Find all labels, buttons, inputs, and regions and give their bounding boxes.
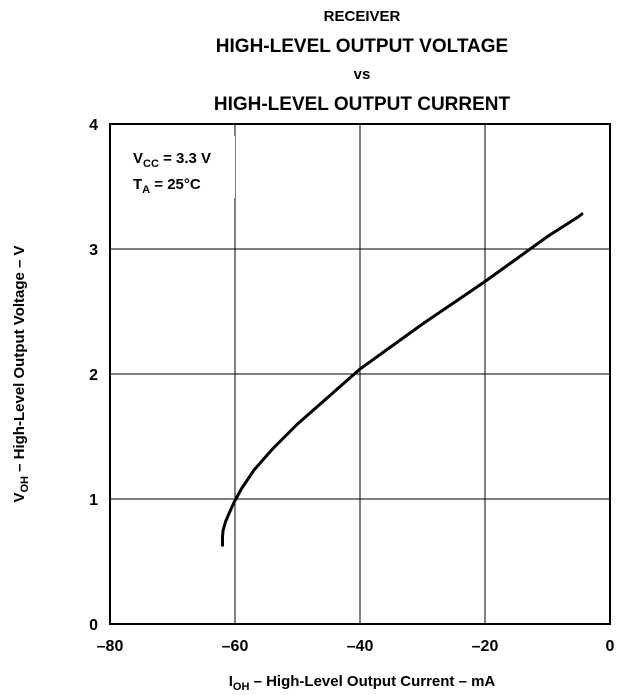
series-line-0	[221, 212, 584, 547]
condition-vcc: VCC = 3.3 V	[133, 150, 211, 170]
series	[221, 212, 584, 547]
y-axis-label: VOH – High-Level Output Voltage – V	[11, 245, 31, 502]
y-tick-label-0: 0	[89, 617, 98, 634]
chart-title-line-3: vs	[354, 66, 371, 83]
x-axis-label: IOH – High-Level Output Current – mA	[229, 673, 496, 693]
x-tick-label-0: –80	[97, 638, 124, 655]
x-tick-label-3: –20	[472, 638, 499, 655]
chart-title-line-4: HIGH-LEVEL OUTPUT CURRENT	[214, 94, 511, 115]
y-tick-label-1: 1	[89, 492, 98, 509]
grid	[110, 124, 610, 624]
x-tick-label-1: –60	[222, 638, 249, 655]
x-tick-label-2: –40	[347, 638, 374, 655]
y-tick-label-2: 2	[89, 367, 98, 384]
chart-title-line-1: RECEIVER	[324, 8, 401, 25]
x-tick-label-4: 0	[606, 638, 615, 655]
plot-area: –80 –60 –40 –20 0 0 1 2 3 4	[89, 117, 614, 655]
y-tick-label-4: 4	[89, 117, 98, 134]
y-tick-label-3: 3	[89, 242, 98, 259]
tick-labels: –80 –60 –40 –20 0 0 1 2 3 4	[89, 117, 614, 655]
condition-ta: TA = 25°C	[133, 176, 201, 196]
conditions-box	[125, 136, 235, 198]
chart-title-line-2: HIGH-LEVEL OUTPUT VOLTAGE	[216, 36, 508, 57]
plot-frame	[109, 123, 611, 625]
